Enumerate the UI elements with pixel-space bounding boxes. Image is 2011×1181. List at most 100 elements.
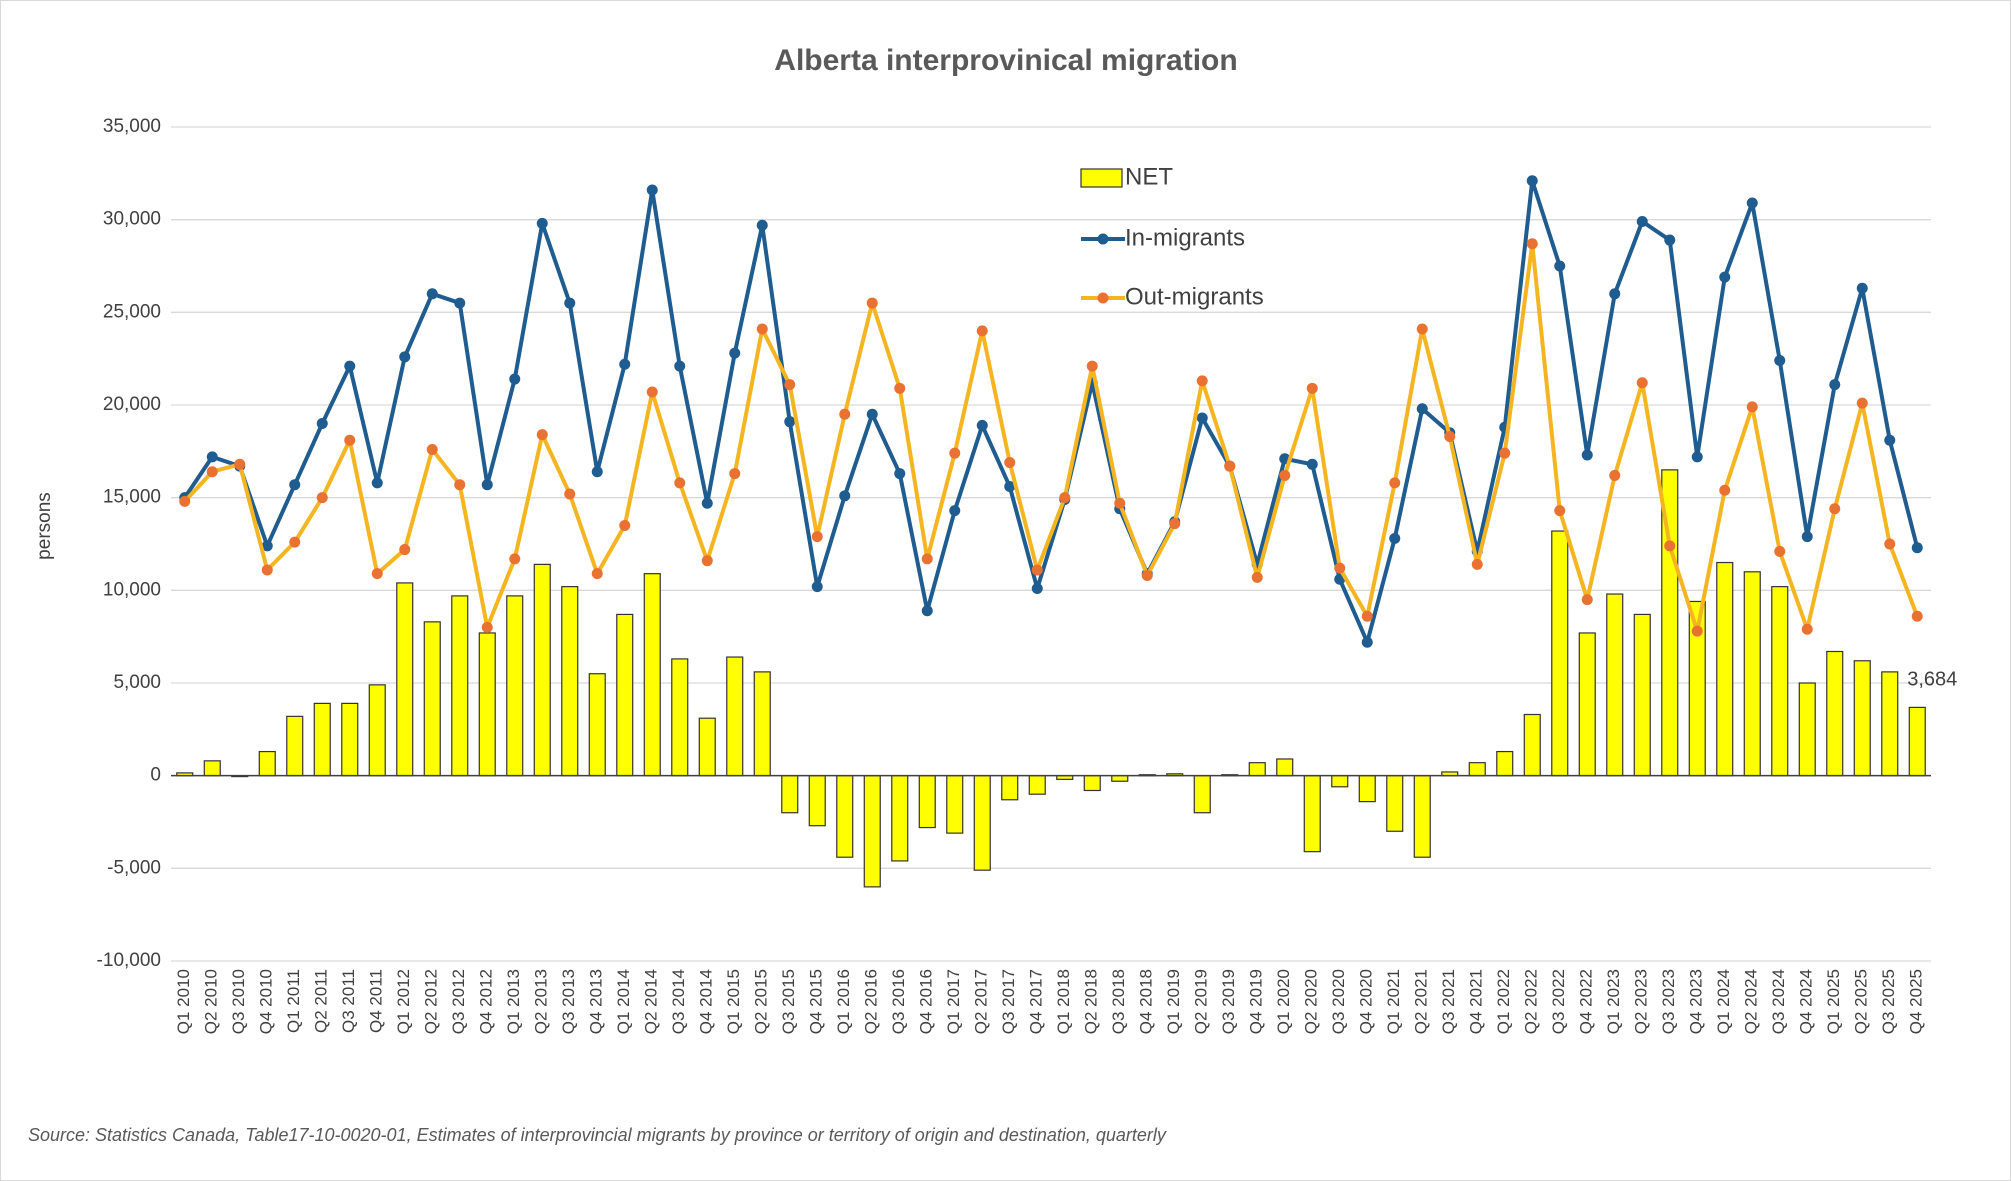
line-marker: [371, 568, 383, 580]
x-tick-label: Q3 2011: [339, 969, 358, 1033]
line-marker: [619, 519, 631, 531]
bar: [341, 702, 359, 777]
line-marker: [564, 488, 576, 500]
bar: [286, 715, 304, 777]
x-tick-label: Q3 2010: [229, 969, 248, 1034]
y-tick-label: 5,000: [113, 672, 161, 693]
x-tick-label: Q4 2014: [697, 969, 716, 1034]
line-marker: [481, 621, 493, 633]
line: [183, 178, 1920, 645]
line-marker: [894, 382, 906, 394]
line-marker: [866, 297, 878, 309]
bar: [258, 750, 276, 777]
line-marker: [1114, 497, 1126, 509]
line-marker: [1306, 382, 1318, 394]
x-tick-label: Q4 2016: [917, 969, 936, 1034]
line-marker: [1856, 282, 1868, 294]
bar: [726, 656, 744, 777]
bar: [753, 671, 771, 777]
x-tick-label: Q4 2018: [1137, 969, 1156, 1034]
line-marker: [1554, 260, 1566, 272]
line-marker: [729, 347, 741, 359]
x-tick-label: Q4 2025: [1907, 969, 1926, 1034]
x-tick-label: Q2 2021: [1412, 969, 1431, 1034]
bar: [1771, 586, 1789, 777]
legend-label: In-migrants: [1125, 224, 1245, 251]
line-marker: [426, 443, 438, 455]
y-tick-label: 35,000: [103, 116, 161, 137]
line-marker: [399, 544, 411, 556]
line-marker: [261, 564, 273, 576]
bar: [863, 775, 881, 888]
bar: [1716, 561, 1734, 777]
line-marker: [234, 458, 246, 470]
line-marker: [1196, 375, 1208, 387]
x-tick-label: Q2 2013: [532, 969, 551, 1034]
line-marker: [756, 323, 768, 335]
bar: [1826, 650, 1844, 777]
y-axis-label: persons: [34, 492, 55, 560]
line-marker: [894, 468, 906, 480]
bar: [1633, 613, 1651, 777]
line-marker: [1306, 458, 1318, 470]
line-marker: [1801, 623, 1813, 635]
legend-marker: [1097, 292, 1109, 304]
x-tick-label: Q2 2014: [642, 969, 661, 1034]
legend-label: NET: [1125, 163, 1173, 190]
line-marker: [1361, 636, 1373, 648]
line-marker: [729, 468, 741, 480]
bar: [1578, 632, 1596, 777]
line-marker: [1334, 562, 1346, 574]
chart-title: Alberta interprovinical migration: [774, 44, 1237, 77]
line-marker: [1196, 412, 1208, 424]
line-marker: [1499, 447, 1511, 459]
line-marker: [674, 360, 686, 372]
line-marker: [701, 555, 713, 567]
bar: [1358, 775, 1376, 803]
bar: [836, 775, 854, 858]
bar: [1496, 750, 1514, 777]
bar: [203, 760, 221, 777]
line-marker: [674, 477, 686, 489]
bar: [1083, 775, 1101, 792]
bar: [891, 775, 909, 862]
line-marker: [921, 605, 933, 617]
x-tick-label: Q1 2020: [1274, 969, 1293, 1034]
x-tick-label: Q3 2015: [779, 969, 798, 1034]
x-tick-label: Q2 2024: [1742, 969, 1761, 1034]
bar: [1248, 762, 1266, 777]
line-marker: [1884, 538, 1896, 550]
x-tick-label: Q3 2020: [1329, 969, 1348, 1034]
line-marker: [1361, 610, 1373, 622]
x-tick-label: Q1 2024: [1714, 969, 1733, 1034]
x-tick-label: Q4 2024: [1797, 969, 1816, 1034]
x-tick-label: Q4 2021: [1467, 969, 1486, 1034]
bar: [533, 563, 551, 777]
y-tick-label: 10,000: [103, 579, 161, 600]
line-marker: [646, 386, 658, 398]
line-marker: [564, 297, 576, 309]
source-note: Source: Statistics Canada, Table17-10-00…: [28, 1125, 1167, 1145]
line-marker: [646, 184, 658, 196]
line-marker: [1279, 469, 1291, 481]
x-tick-label: Q3 2014: [669, 969, 688, 1034]
line-marker: [454, 479, 466, 491]
line-marker: [316, 492, 328, 504]
line-marker: [1251, 571, 1263, 583]
line-marker: [1554, 505, 1566, 517]
x-tick-label: Q1 2021: [1384, 969, 1403, 1034]
line-marker: [426, 288, 438, 300]
line-marker: [1911, 610, 1923, 622]
x-tick-label: Q2 2018: [1082, 969, 1101, 1034]
line: [183, 241, 1920, 634]
line-marker: [1636, 216, 1648, 228]
bar: [671, 658, 689, 777]
x-tick-label: Q3 2024: [1769, 969, 1788, 1034]
line-marker: [316, 418, 328, 430]
bar: [698, 717, 716, 777]
line-marker: [1224, 460, 1236, 472]
bar: [1111, 775, 1129, 782]
x-tick-label: Q3 2017: [999, 969, 1018, 1034]
x-tick-label: Q4 2019: [1247, 969, 1266, 1034]
y-tick-label: 20,000: [103, 394, 161, 415]
